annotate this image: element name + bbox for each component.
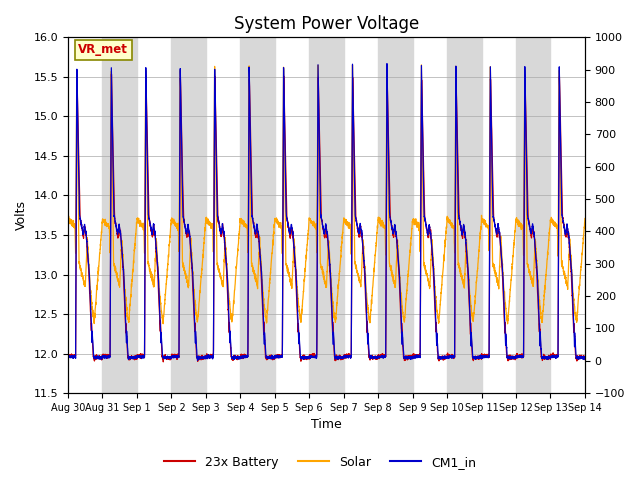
Solar <box>534 273 541 278</box>
Solar <box>388 268 396 274</box>
23x Battery <box>554 354 561 360</box>
Solar <box>531 245 539 251</box>
23x Battery <box>108 72 115 77</box>
CM1_in <box>126 356 134 361</box>
Solar <box>581 216 589 221</box>
23x Battery <box>64 353 72 359</box>
Solar <box>64 216 72 222</box>
CM1_in <box>534 271 541 276</box>
Legend: 23x Battery, Solar, CM1_in: 23x Battery, Solar, CM1_in <box>159 451 481 474</box>
CM1_in <box>262 355 270 360</box>
Solar <box>554 239 561 244</box>
CM1_in <box>64 355 72 360</box>
Bar <box>378 37 413 393</box>
CM1_in <box>554 353 561 359</box>
Bar <box>309 37 344 393</box>
Bar <box>172 37 206 393</box>
CM1_in <box>388 223 396 228</box>
23x Battery <box>531 243 539 249</box>
Solar <box>417 62 425 68</box>
23x Battery <box>534 283 541 289</box>
Bar <box>240 37 275 393</box>
X-axis label: Time: Time <box>311 419 342 432</box>
Solar <box>126 301 134 307</box>
Text: VR_met: VR_met <box>78 43 128 56</box>
Bar <box>447 37 481 393</box>
Y-axis label: Volts: Volts <box>15 200 28 230</box>
23x Battery <box>262 355 270 361</box>
Line: 23x Battery: 23x Battery <box>68 74 585 362</box>
Bar <box>516 37 550 393</box>
Line: Solar: Solar <box>68 65 585 324</box>
Title: System Power Voltage: System Power Voltage <box>234 15 419 33</box>
23x Battery <box>581 354 589 360</box>
Solar <box>262 317 270 323</box>
Line: CM1_in: CM1_in <box>68 64 585 360</box>
CM1_in <box>581 354 589 360</box>
CM1_in <box>383 61 391 67</box>
CM1_in <box>531 242 539 248</box>
23x Battery <box>388 222 396 228</box>
Solar <box>504 321 511 327</box>
Bar <box>102 37 137 393</box>
23x Battery <box>126 355 134 361</box>
23x Battery <box>159 359 167 365</box>
CM1_in <box>194 358 202 363</box>
